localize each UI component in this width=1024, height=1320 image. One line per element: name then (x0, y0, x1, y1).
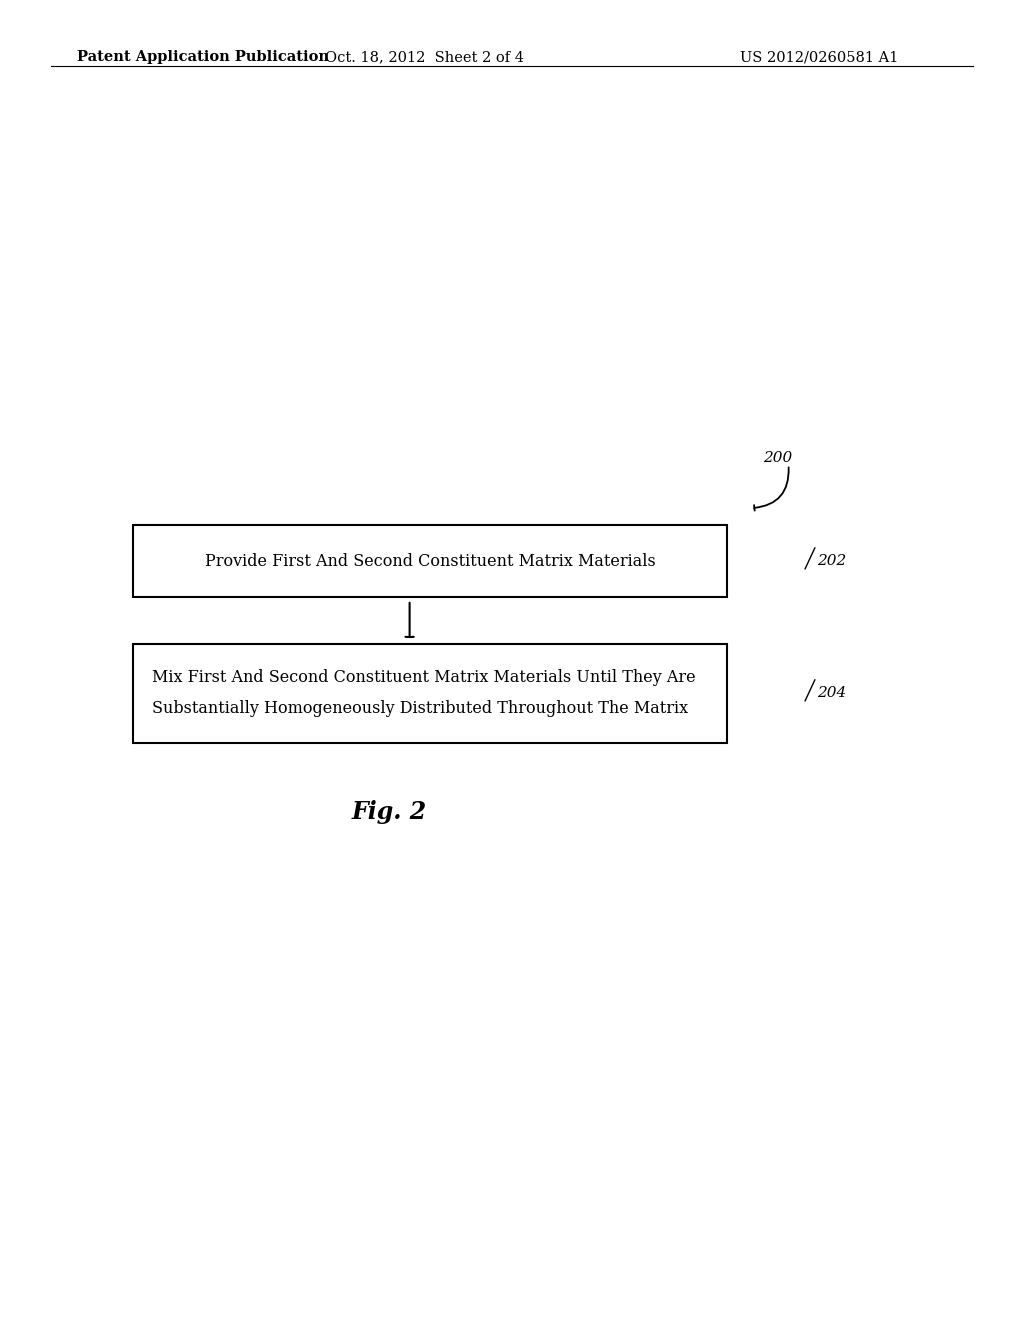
Text: Patent Application Publication: Patent Application Publication (77, 50, 329, 65)
Text: Substantially Homogeneously Distributed Throughout The Matrix: Substantially Homogeneously Distributed … (152, 701, 688, 717)
Text: 200: 200 (763, 450, 793, 465)
Text: Oct. 18, 2012  Sheet 2 of 4: Oct. 18, 2012 Sheet 2 of 4 (326, 50, 524, 65)
Text: Mix First And Second Constituent Matrix Materials Until They Are: Mix First And Second Constituent Matrix … (152, 669, 695, 685)
Bar (133, 644, 727, 742)
Text: 204: 204 (817, 686, 847, 700)
Text: US 2012/0260581 A1: US 2012/0260581 A1 (740, 50, 898, 65)
Text: Fig. 2: Fig. 2 (351, 800, 427, 824)
Text: 202: 202 (817, 554, 847, 568)
Text: Provide First And Second Constituent Matrix Materials: Provide First And Second Constituent Mat… (205, 553, 655, 569)
Bar (133, 525, 727, 597)
